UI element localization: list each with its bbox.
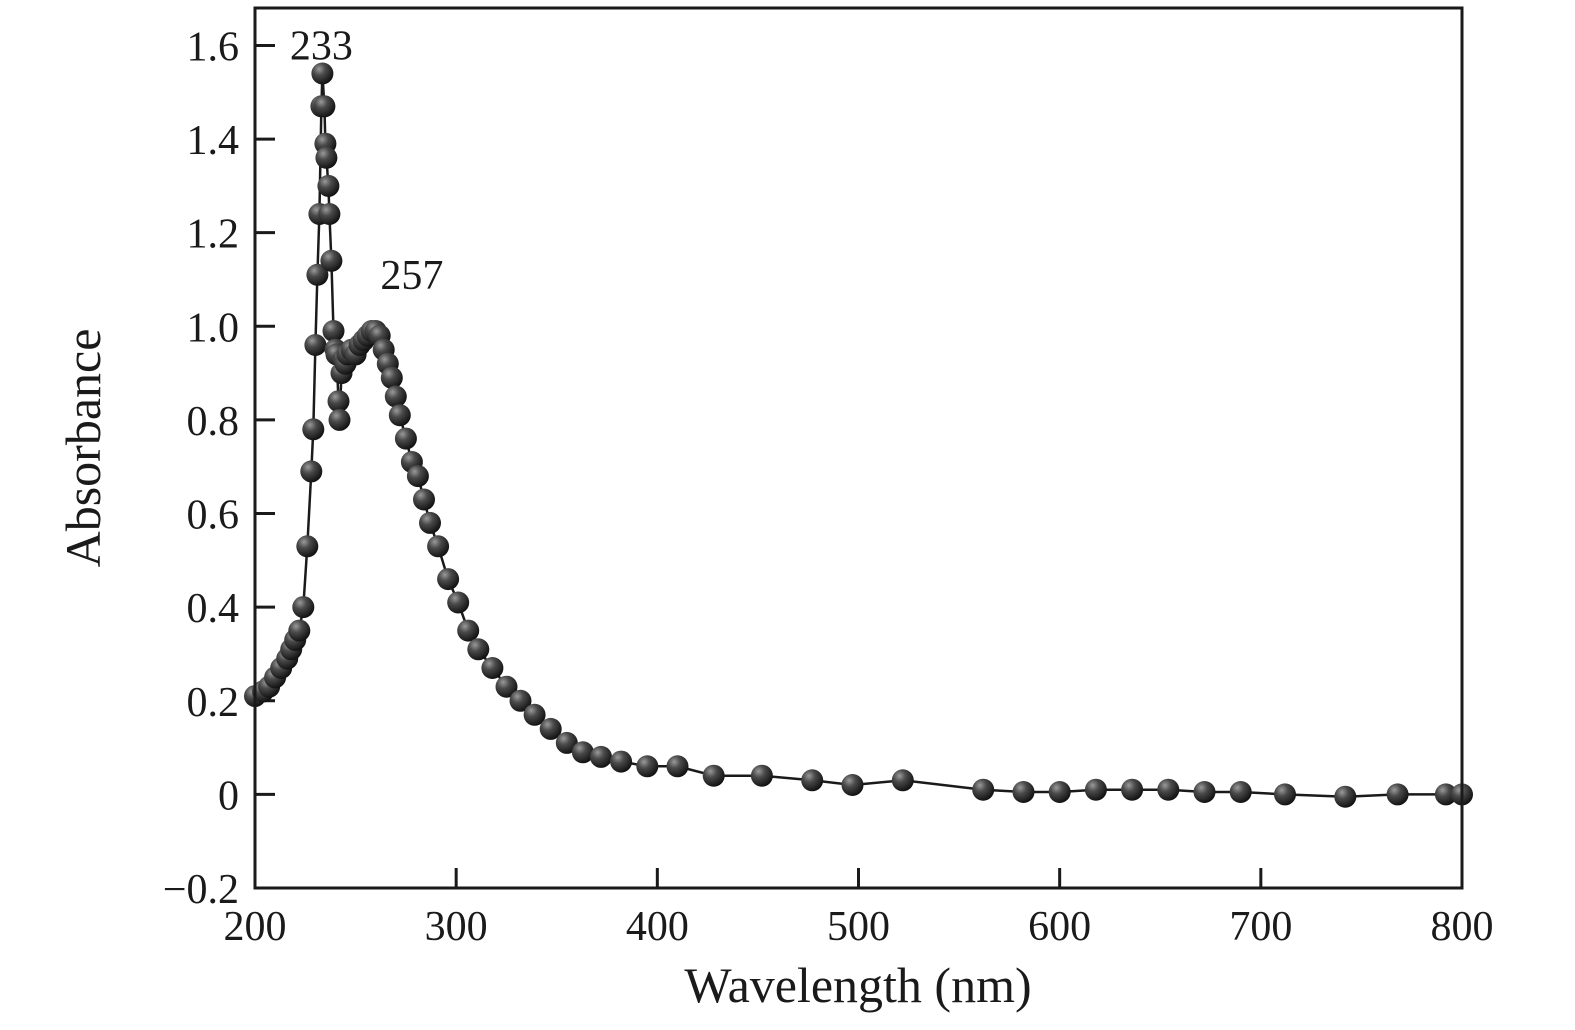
x-tick-label: 800 xyxy=(1431,904,1494,950)
data-point xyxy=(322,320,345,342)
data-point xyxy=(292,596,315,619)
plot-frame xyxy=(253,6,1464,890)
data-point xyxy=(306,263,329,286)
data-point xyxy=(288,619,311,642)
data-point xyxy=(296,535,319,558)
data-point xyxy=(1334,785,1357,808)
data-point xyxy=(750,764,773,787)
data-point xyxy=(590,745,612,768)
x-tick-label: 700 xyxy=(1229,904,1292,950)
data-point xyxy=(380,366,403,389)
x-axis-label: Wavelength (nm) xyxy=(684,957,1031,1013)
data-point xyxy=(300,460,323,483)
data-point xyxy=(311,62,334,85)
data-point xyxy=(1084,778,1107,801)
y-tick-label: 1.4 xyxy=(187,118,240,164)
data-point xyxy=(972,778,995,801)
y-tick-label: 1.6 xyxy=(187,24,240,70)
data-point xyxy=(636,755,659,778)
data-point xyxy=(1229,781,1252,803)
data-point xyxy=(413,488,435,511)
data-point xyxy=(1048,781,1071,803)
data-point xyxy=(1434,783,1457,806)
data-point xyxy=(315,146,338,169)
y-tick-label: 1.2 xyxy=(187,212,240,258)
x-tick-label: 200 xyxy=(224,904,287,950)
data-point xyxy=(457,619,480,642)
data-point xyxy=(801,769,824,792)
y-tick-label: 1.0 xyxy=(187,305,240,351)
x-tick-label: 600 xyxy=(1028,904,1091,950)
data-point xyxy=(571,741,594,764)
data-point xyxy=(447,591,470,614)
data-point xyxy=(1012,781,1035,803)
data-point xyxy=(509,689,532,712)
data-point xyxy=(610,750,633,773)
data-point xyxy=(318,203,341,225)
data-point xyxy=(320,249,343,272)
y-tick-label: 0.8 xyxy=(187,399,240,445)
data-point xyxy=(437,568,460,591)
data-point xyxy=(666,755,689,778)
data-point xyxy=(1157,778,1180,801)
data-point xyxy=(1386,783,1409,806)
x-tick-label: 400 xyxy=(626,904,689,950)
data-point xyxy=(1193,781,1216,803)
y-tick-label: −0.2 xyxy=(163,867,239,913)
data-point xyxy=(328,408,351,431)
y-tick-label: 0.2 xyxy=(187,680,240,726)
data-point xyxy=(302,418,325,441)
data-point xyxy=(317,174,340,197)
data-point xyxy=(427,535,450,558)
data-point xyxy=(1274,783,1296,806)
x-tick-label: 500 xyxy=(827,904,890,950)
y-axis-label: Absorbance xyxy=(55,329,111,568)
data-point xyxy=(419,511,441,534)
data-point xyxy=(702,764,725,787)
data-point xyxy=(523,703,546,726)
data-point xyxy=(1121,778,1144,801)
plot-area: 200 300 400 500 600 700 800 −0.2 0 0.2 0.4 0.6 0.8 1.… xyxy=(163,24,1494,951)
data-point xyxy=(304,334,327,356)
data-point xyxy=(481,657,504,679)
data-point xyxy=(555,731,578,754)
data-point xyxy=(841,774,864,796)
data-point xyxy=(313,95,336,118)
y-tick-label: 0 xyxy=(218,773,239,819)
data-point xyxy=(891,769,914,792)
y-tick-label: 0.4 xyxy=(187,586,240,632)
y-tick-label: 0.6 xyxy=(187,493,240,539)
data-point xyxy=(467,638,490,661)
peak-annotation-233: 233 xyxy=(290,24,353,70)
data-point xyxy=(539,717,562,740)
data-point xyxy=(406,465,429,488)
data-point xyxy=(384,385,407,408)
peak-annotation-257: 257 xyxy=(380,253,443,299)
data-point xyxy=(388,404,411,427)
data-point xyxy=(327,390,350,413)
x-tick-label: 300 xyxy=(425,904,488,950)
data-point xyxy=(394,427,417,450)
series-line xyxy=(254,73,1462,798)
data-point xyxy=(495,675,518,698)
